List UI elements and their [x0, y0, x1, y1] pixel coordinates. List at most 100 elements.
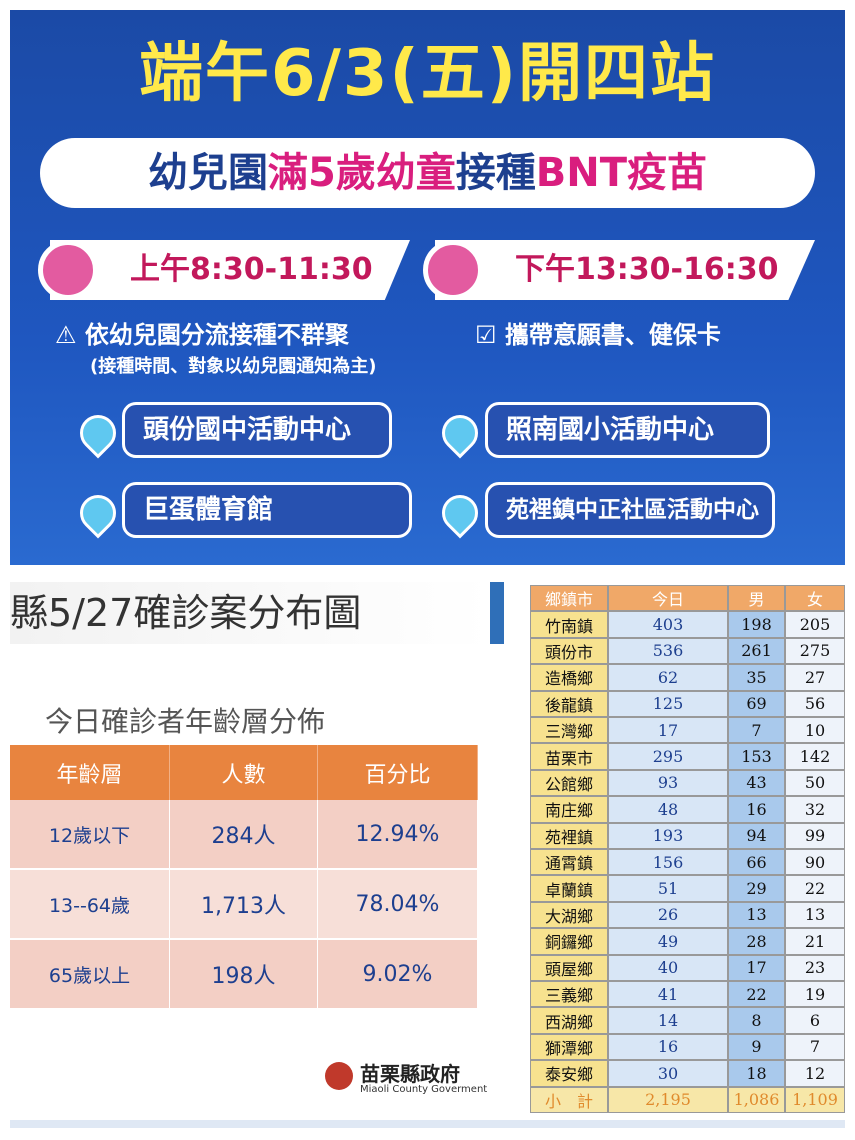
town-total: 2,195 — [608, 1086, 728, 1113]
age-cell: 284人 — [170, 800, 318, 870]
town-cell: 14 — [608, 1007, 728, 1034]
town-cell: 22 — [728, 981, 785, 1008]
town-total: 小 計 — [530, 1086, 608, 1113]
town-cell: 後龍鎮 — [530, 690, 608, 717]
age-table: 年齡層 人數 百分比 12歲以下 284人 12.94% 13--64歲 1,713人 78.0… — [10, 745, 478, 1010]
town-cell: 竹南鎮 — [530, 611, 608, 638]
age-cell: 12歲以下 — [10, 800, 170, 870]
note: ⚠ 依幼兒園分流接種不群聚 — [55, 321, 349, 349]
town-total: 1,109 — [785, 1086, 845, 1113]
town-cell: 7 — [785, 1033, 845, 1061]
location: 照南國小活動中心 — [485, 402, 770, 458]
note-sub: (接種時間、對象以幼兒園通知為主) — [90, 356, 377, 377]
subtitle-part: BNT疫苗 — [535, 150, 708, 196]
town-cell: 21 — [785, 928, 845, 955]
town-cell: 43 — [728, 769, 785, 797]
town-header: 今日 — [608, 585, 728, 612]
town-cell: 公館鄉 — [530, 769, 608, 797]
town-cell: 50 — [785, 769, 845, 797]
town-cell: 261 — [728, 637, 785, 665]
town-cell: 造橋鄉 — [530, 664, 608, 691]
town-cell: 62 — [608, 664, 728, 691]
town-cell: 通霄鎮 — [530, 849, 608, 876]
town-cell: 41 — [608, 981, 728, 1008]
bring-text: 攜帶意願書、健保卡 — [504, 321, 721, 349]
town-cell: 12 — [785, 1060, 845, 1087]
note-text: 依幼兒園分流接種不群聚 — [84, 321, 349, 349]
town-cell: 94 — [728, 822, 785, 849]
pin-icon — [72, 487, 124, 539]
town-cell: 西湖鄉 — [530, 1007, 608, 1034]
age-cell: 198人 — [170, 940, 318, 1010]
town-cell: 153 — [728, 743, 785, 770]
town-cell: 17 — [728, 954, 785, 981]
age-cell: 13--64歲 — [10, 870, 170, 940]
age-cell: 78.04% — [318, 870, 478, 940]
town-cell: 10 — [785, 717, 845, 744]
town-cell: 苗栗市 — [530, 743, 608, 770]
poster-title: 端午6/3(五)開四站 — [139, 37, 716, 111]
town-cell: 142 — [785, 743, 845, 770]
town-cell: 40 — [608, 954, 728, 981]
town-header: 男 — [728, 585, 785, 612]
town-header: 鄉鎮市 — [530, 585, 608, 612]
town-cell: 獅潭鄉 — [530, 1033, 608, 1061]
age-cell: 12.94% — [318, 800, 478, 870]
town-cell: 三義鄉 — [530, 981, 608, 1008]
logo-icon — [325, 1062, 353, 1090]
town-cell: 三灣鄉 — [530, 717, 608, 744]
town-cell: 49 — [608, 928, 728, 955]
location: 巨蛋體育館 — [122, 482, 412, 538]
town-cell: 32 — [785, 796, 845, 823]
location: 苑裡鎮中正社區活動中心 — [485, 482, 775, 538]
age-title: 今日確診者年齡層分佈 — [45, 705, 326, 738]
town-cell: 99 — [785, 822, 845, 849]
age-cell: 9.02% — [318, 940, 478, 1010]
town-cell: 17 — [608, 717, 728, 744]
town-cell: 90 — [785, 849, 845, 876]
town-cell: 198 — [728, 611, 785, 638]
age-header: 人數 — [170, 745, 318, 800]
town-cell: 536 — [608, 637, 728, 665]
town-cell: 69 — [728, 690, 785, 717]
town-cell: 7 — [728, 717, 785, 744]
town-cell: 51 — [608, 875, 728, 902]
town-cell: 16 — [608, 1033, 728, 1061]
town-cell: 13 — [785, 901, 845, 929]
pin-icon — [434, 407, 486, 459]
town-cell: 28 — [728, 928, 785, 955]
town-cell: 66 — [728, 849, 785, 876]
logo-english: Miaoli County Goverment — [360, 1084, 488, 1095]
town-cell: 205 — [785, 611, 845, 638]
age-header: 百分比 — [318, 745, 478, 800]
town-cell: 93 — [608, 769, 728, 797]
town-cell: 19 — [785, 981, 845, 1008]
town-cell: 16 — [728, 796, 785, 823]
town-total: 1,086 — [728, 1086, 785, 1113]
town-header: 女 — [785, 585, 845, 612]
report-title: 縣5/27確診案分布圖 — [10, 582, 504, 644]
town-cell: 苑裡鎮 — [530, 822, 608, 849]
poster: 端午6/3(五)開四站 幼兒園滿5歲幼童接種BNT疫苗 上午8:30-11:30… — [10, 10, 845, 565]
town-cell: 29 — [728, 875, 785, 902]
subtitle-part: 接種 — [455, 150, 536, 196]
town-cell: 193 — [608, 822, 728, 849]
town-cell: 125 — [608, 690, 728, 717]
clock-icon — [423, 240, 483, 300]
town-cell: 22 — [785, 875, 845, 902]
town-cell: 23 — [785, 954, 845, 981]
clock-icon — [38, 240, 98, 300]
town-cell: 275 — [785, 637, 845, 665]
town-cell: 大湖鄉 — [530, 901, 608, 929]
age-header: 年齡層 — [10, 745, 170, 800]
age-cell: 65歲以上 — [10, 940, 170, 1010]
town-cell: 卓蘭鎮 — [530, 875, 608, 902]
town-cell: 18 — [728, 1060, 785, 1087]
town-cell: 35 — [728, 664, 785, 691]
town-cell: 403 — [608, 611, 728, 638]
town-table: 鄉鎮市 今日男女竹南鎮 403 198 205 頭份市 536 261 275 造橋鄉 62 35 27… — [530, 585, 845, 1113]
town-cell: 6 — [785, 1007, 845, 1034]
town-cell: 8 — [728, 1007, 785, 1034]
footer-bar — [10, 1120, 845, 1128]
age-cell: 1,713人 — [170, 870, 318, 940]
